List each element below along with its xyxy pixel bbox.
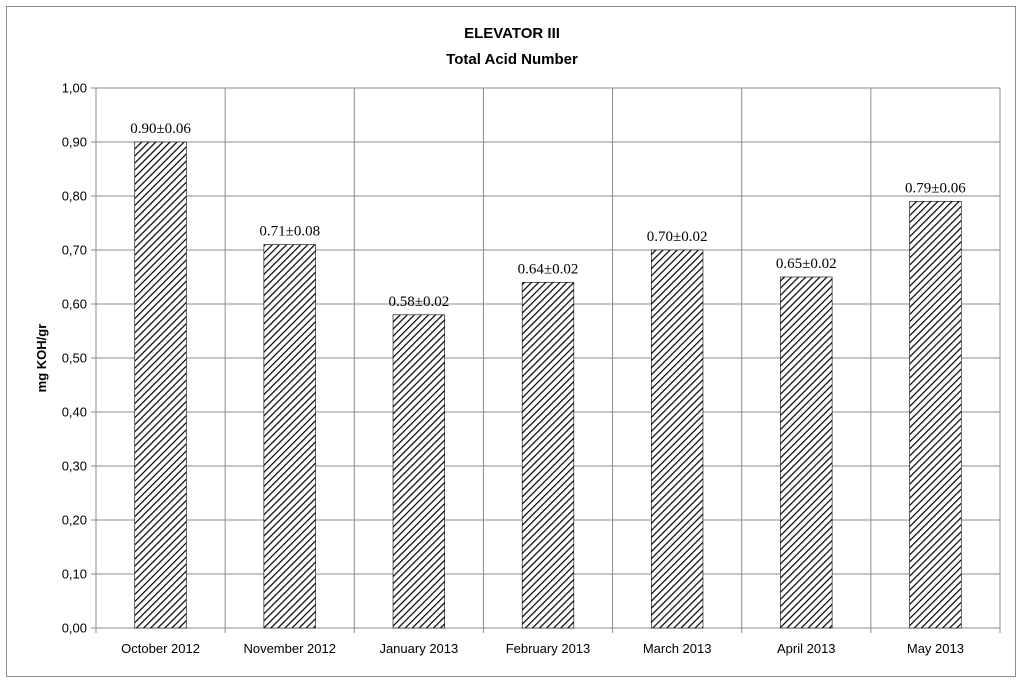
bar — [909, 201, 962, 629]
x-tick-label: February 2013 — [506, 641, 591, 656]
bar — [392, 314, 445, 629]
data-label: 0.90±0.06 — [130, 121, 191, 137]
y-tick-label: 0,50 — [62, 351, 87, 366]
y-tick-label: 0,00 — [62, 621, 87, 636]
bar — [521, 282, 575, 629]
x-tick-label: November 2012 — [243, 641, 336, 656]
bar — [263, 244, 316, 629]
data-label: 0.79±0.06 — [905, 180, 966, 196]
y-tick-label: 0,40 — [62, 405, 87, 420]
y-tick-label: 1,00 — [62, 81, 87, 96]
data-label: 0.70±0.02 — [647, 229, 708, 245]
x-tick-label: April 2013 — [777, 641, 836, 656]
bar — [651, 249, 704, 629]
y-tick-label: 0,10 — [62, 567, 87, 582]
chart-title: ELEVATOR III — [464, 25, 560, 42]
x-tick-label: May 2013 — [907, 641, 964, 656]
y-tick-label: 0,60 — [62, 297, 87, 312]
data-label: 0.58±0.02 — [388, 294, 449, 310]
bar-layer — [134, 141, 962, 629]
y-axis-label: mg KOH/gr — [34, 324, 49, 393]
data-label: 0.64±0.02 — [518, 261, 579, 277]
label-layer: October 2012 November 2012 January 2013 Feb… — [121, 121, 966, 656]
x-tick-label: January 2013 — [379, 641, 458, 656]
data-label: 0.65±0.02 — [776, 256, 837, 272]
y-tick-label: 0,80 — [62, 189, 87, 204]
y-tick-label: 0,20 — [62, 513, 87, 528]
x-tick-label: March 2013 — [643, 641, 712, 656]
bar — [780, 276, 833, 629]
y-tick-label: 0,90 — [62, 135, 87, 150]
y-tick-label: 0,70 — [62, 243, 87, 258]
x-tick-label: October 2012 — [121, 641, 200, 656]
bar — [134, 141, 187, 629]
chart-subtitle: Total Acid Number — [446, 51, 578, 68]
y-tick-label: 0,30 — [62, 459, 87, 474]
data-label: 0.71±0.08 — [259, 224, 320, 240]
